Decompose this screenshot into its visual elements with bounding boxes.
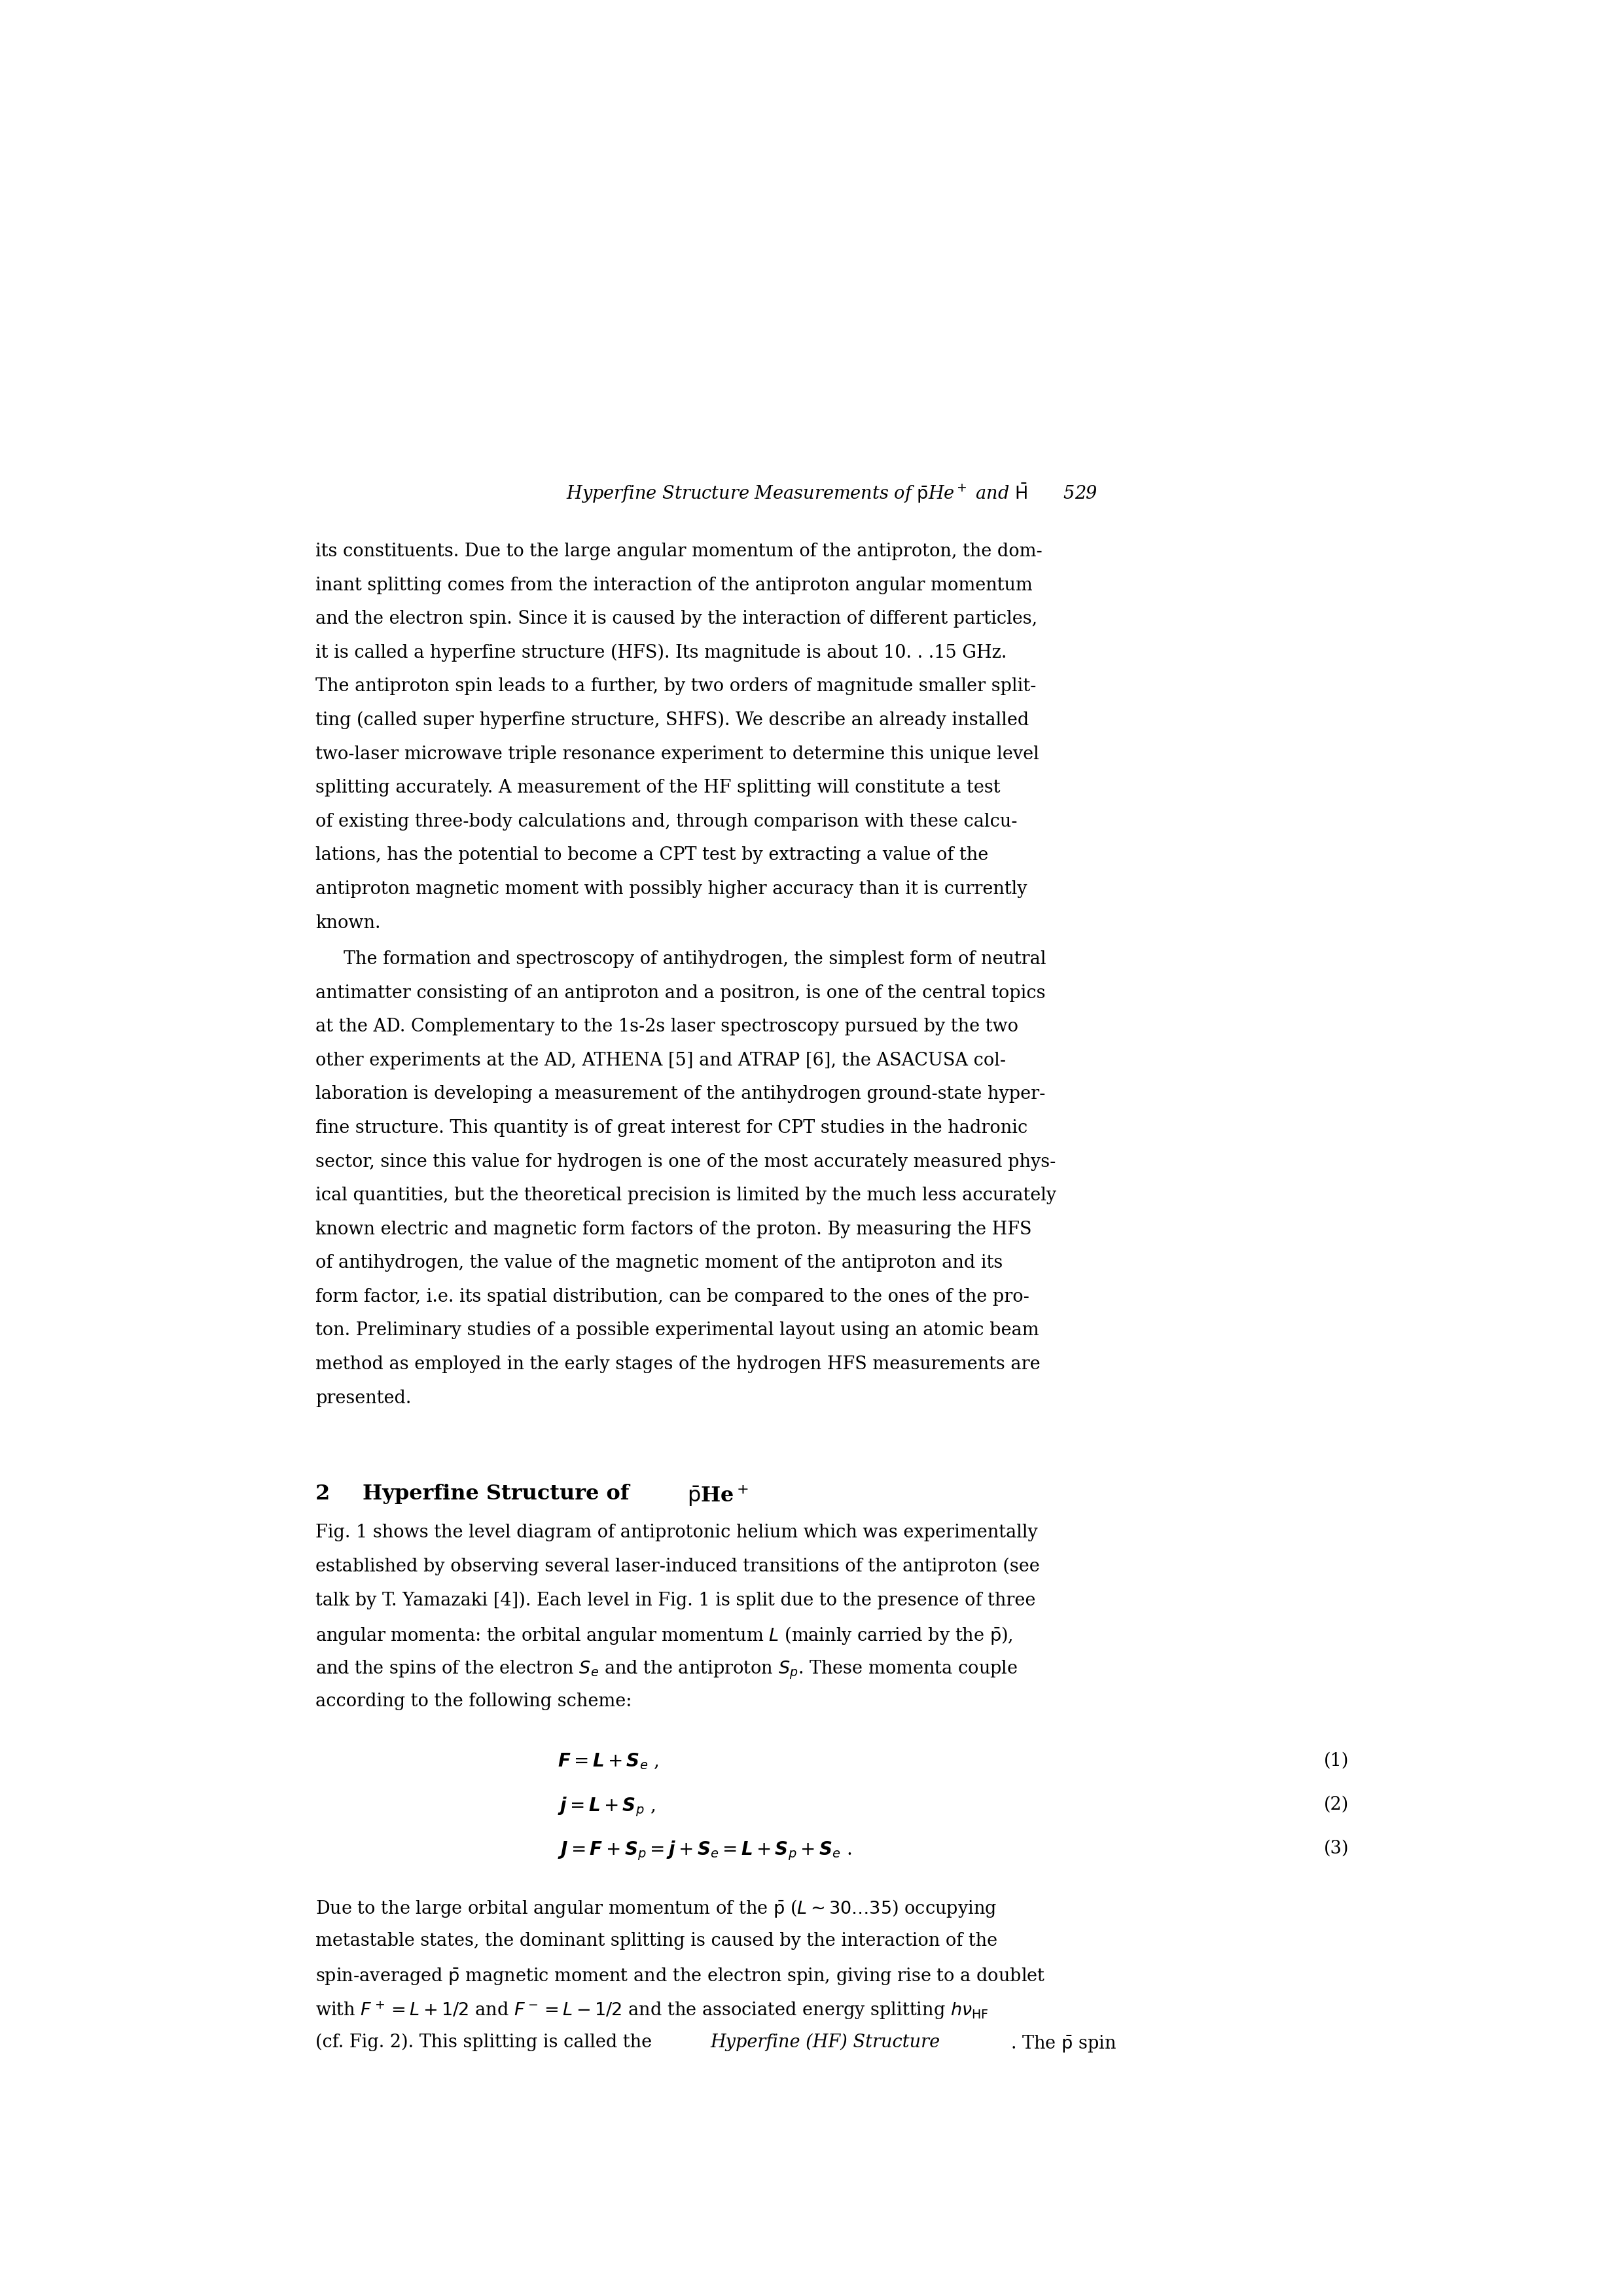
Text: The formation and spectroscopy of antihydrogen, the simplest form of neutral: The formation and spectroscopy of antihy…	[344, 951, 1045, 969]
Text: $\boldsymbol{j}  = \boldsymbol{L} + \boldsymbol{S}_p$ ,: $\boldsymbol{j} = \boldsymbol{L} + \bold…	[558, 1795, 656, 1818]
Text: . The $\bar{\rm p}$ spin: . The $\bar{\rm p}$ spin	[1010, 2034, 1117, 2053]
Text: laboration is developing a measurement of the antihydrogen ground-state hyper-: laboration is developing a measurement o…	[315, 1086, 1045, 1102]
Text: at the AD. Complementary to the 1s-2s laser spectroscopy pursued by the two: at the AD. Complementary to the 1s-2s la…	[315, 1017, 1018, 1035]
Text: ting (called super hyperfine structure, SHFS). We describe an already installed: ting (called super hyperfine structure, …	[315, 712, 1029, 730]
Text: talk by T. Yamazaki [4]). Each level in Fig. 1 is split due to the presence of t: talk by T. Yamazaki [4]). Each level in …	[315, 1591, 1035, 1609]
Text: and the spins of the electron $S_e$ and the antiproton $S_p$. These momenta coup: and the spins of the electron $S_e$ and …	[315, 1660, 1018, 1681]
Text: inant splitting comes from the interaction of the antiproton angular momentum: inant splitting comes from the interacti…	[315, 576, 1032, 595]
Text: splitting accurately. A measurement of the HF splitting will constitute a test: splitting accurately. A measurement of t…	[315, 778, 1000, 797]
Text: of antihydrogen, the value of the magnetic moment of the antiproton and its: of antihydrogen, the value of the magnet…	[315, 1254, 1003, 1272]
Text: Hyperfine Structure Measurements of $\bar{\rm p}$He$^+$ and $\bar{\rm H}$  529: Hyperfine Structure Measurements of $\ba…	[566, 482, 1097, 505]
Text: method as employed in the early stages of the hydrogen HFS measurements are: method as employed in the early stages o…	[315, 1355, 1040, 1373]
Text: known electric and magnetic form factors of the proton. By measuring the HFS: known electric and magnetic form factors…	[315, 1221, 1032, 1238]
Text: (3): (3)	[1324, 1839, 1349, 1857]
Text: form factor, i.e. its spatial distribution, can be compared to the ones of the p: form factor, i.e. its spatial distributi…	[315, 1288, 1029, 1306]
Text: Due to the large orbital angular momentum of the $\bar{\rm p}$ ($L \sim 30\ldots: Due to the large orbital angular momentu…	[315, 1899, 997, 1919]
Text: established by observing several laser-induced transitions of the antiproton (se: established by observing several laser-i…	[315, 1557, 1040, 1575]
Text: The antiproton spin leads to a further, by two orders of magnitude smaller split: The antiproton spin leads to a further, …	[315, 677, 1035, 696]
Text: known.: known.	[315, 914, 380, 932]
Text: (cf. Fig. 2). This splitting is called the: (cf. Fig. 2). This splitting is called t…	[315, 2034, 657, 2050]
Text: antimatter consisting of an antiproton and a positron, is one of the central top: antimatter consisting of an antiproton a…	[315, 985, 1045, 1001]
Text: angular momenta: the orbital angular momentum $L$ (mainly carried by the $\bar{\: angular momenta: the orbital angular mom…	[315, 1626, 1013, 1646]
Text: with $F^+ = L+1/2$ and $F^- = L-1/2$ and the associated energy splitting $h\nu_{: with $F^+ = L+1/2$ and $F^- = L-1/2$ and…	[315, 2000, 988, 2020]
Text: antiproton magnetic moment with possibly higher accuracy than it is currently: antiproton magnetic moment with possibly…	[315, 879, 1027, 898]
Text: metastable states, the dominant splitting is caused by the interaction of the: metastable states, the dominant splittin…	[315, 1931, 998, 1949]
Text: it is called a hyperfine structure (HFS). Its magnitude is about 10. . .15 GHz.: it is called a hyperfine structure (HFS)…	[315, 643, 1006, 661]
Text: Hyperfine Structure of: Hyperfine Structure of	[362, 1483, 636, 1504]
Text: (1): (1)	[1324, 1752, 1349, 1770]
Text: Fig. 1 shows the level diagram of antiprotonic helium which was experimentally: Fig. 1 shows the level diagram of antipr…	[315, 1525, 1037, 1541]
Text: fine structure. This quantity is of great interest for CPT studies in the hadron: fine structure. This quantity is of grea…	[315, 1118, 1027, 1137]
Text: according to the following scheme:: according to the following scheme:	[315, 1692, 631, 1711]
Text: Hyperfine (HF) Structure: Hyperfine (HF) Structure	[711, 2034, 940, 2050]
Text: sector, since this value for hydrogen is one of the most accurately measured phy: sector, since this value for hydrogen is…	[315, 1153, 1057, 1171]
Text: ical quantities, but the theoretical precision is limited by the much less accur: ical quantities, but the theoretical pre…	[315, 1187, 1057, 1205]
Text: ton. Preliminary studies of a possible experimental layout using an atomic beam: ton. Preliminary studies of a possible e…	[315, 1322, 1039, 1339]
Text: lations, has the potential to become a CPT test by extracting a value of the: lations, has the potential to become a C…	[315, 847, 988, 863]
Text: and the electron spin. Since it is caused by the interaction of different partic: and the electron spin. Since it is cause…	[315, 611, 1037, 627]
Text: $\boldsymbol{J} = \boldsymbol{F} + \boldsymbol{S}_p = \boldsymbol{j} + \boldsymb: $\boldsymbol{J} = \boldsymbol{F} + \bold…	[558, 1839, 852, 1862]
Text: spin-averaged $\bar{\rm p}$ magnetic moment and the electron spin, giving rise t: spin-averaged $\bar{\rm p}$ magnetic mom…	[315, 1965, 1045, 1986]
Text: (2): (2)	[1324, 1795, 1349, 1814]
Text: 2: 2	[315, 1483, 329, 1504]
Text: $\boldsymbol{F} = \boldsymbol{L} + \boldsymbol{S}_e$ ,: $\boldsymbol{F} = \boldsymbol{L} + \bold…	[558, 1752, 659, 1770]
Text: its constituents. Due to the large angular momentum of the antiproton, the dom-: its constituents. Due to the large angul…	[315, 542, 1042, 560]
Text: $\bar{\rm p}$He$^+$: $\bar{\rm p}$He$^+$	[687, 1483, 748, 1508]
Text: presented.: presented.	[315, 1389, 411, 1407]
Text: two-laser microwave triple resonance experiment to determine this unique level: two-laser microwave triple resonance exp…	[315, 746, 1039, 762]
Text: of existing three-body calculations and, through comparison with these calcu-: of existing three-body calculations and,…	[315, 813, 1018, 831]
Text: other experiments at the AD, ATHENA [5] and ATRAP [6], the ASACUSA col-: other experiments at the AD, ATHENA [5] …	[315, 1052, 1006, 1070]
